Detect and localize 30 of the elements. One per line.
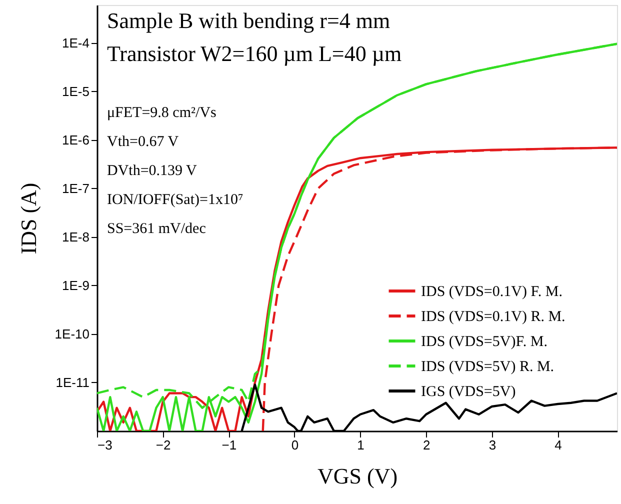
annotation: SS=361 mV/dec — [107, 221, 206, 237]
legend-label: IDS (VDS=0.1V) R. M. — [421, 309, 566, 325]
y-tick-label: 1E-8 — [62, 229, 90, 244]
text: Transistor W2=160 µm L=40 µm — [107, 41, 402, 66]
x-tick-label: −2 — [156, 438, 171, 452]
annotation: ION/IOFF(Sat)=1x10⁷ — [107, 192, 244, 208]
x-tick-label: 3 — [488, 438, 496, 452]
annotation: DVth=0.139 V — [107, 163, 198, 179]
y-tick-label: 1E-11 — [56, 374, 90, 390]
x-tick-label: 4 — [554, 438, 562, 452]
legend-label: IDS (VDS=0.1V) F. M. — [421, 284, 562, 300]
legend-label: IDS (VDS=5V) R. M. — [421, 359, 554, 375]
x-tick-label: 2 — [422, 438, 430, 452]
x-tick-label: −3 — [98, 438, 112, 452]
chart-title: Sample B with bending r=4 mm — [107, 8, 390, 33]
y-axis-title: IDS (A) — [16, 182, 41, 254]
legend-label: IDS (VDS=5V)F. M. — [421, 334, 548, 350]
annotation: μFET=9.8 cm²/Vs — [107, 105, 216, 121]
y-tick-label: 1E-7 — [62, 180, 90, 196]
y-tick-label: 1E-9 — [62, 278, 90, 293]
y-tick-label: 1E-5 — [62, 84, 90, 99]
x-axis-title: VGS (V) — [317, 464, 398, 488]
annotation: Vth=0.67 V — [107, 134, 179, 150]
x-tick-label: 1 — [357, 438, 364, 452]
y-tick-label: 1E-4 — [62, 35, 90, 50]
x-tick-label: −1 — [222, 438, 237, 452]
x-tick-label: 0 — [291, 438, 299, 452]
y-tick-label: 1E-10 — [54, 326, 90, 342]
legend-label: IGS (VDS=5V) — [421, 384, 516, 400]
y-tick-label: 1E-6 — [62, 132, 90, 148]
